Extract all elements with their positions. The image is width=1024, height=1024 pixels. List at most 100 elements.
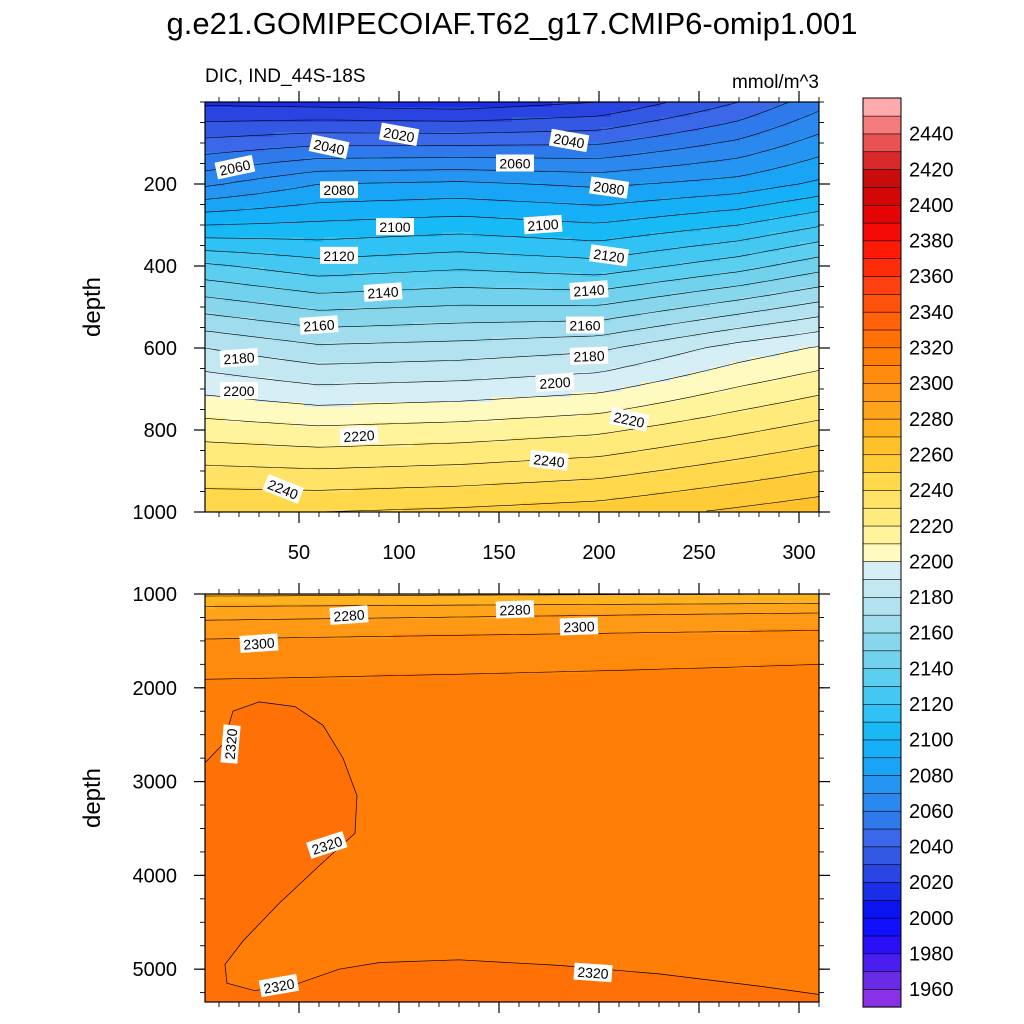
upper-field-cell bbox=[403, 257, 414, 263]
upper-field-cell bbox=[789, 207, 800, 213]
upper-field-cell bbox=[442, 382, 454, 388]
upper-field-cell bbox=[650, 132, 662, 138]
upper-field-cell bbox=[759, 102, 771, 108]
upper-field-cell bbox=[739, 342, 751, 348]
upper-field-cell bbox=[393, 267, 404, 273]
upper-field-cell bbox=[353, 222, 365, 228]
upper-field-cell bbox=[561, 207, 573, 213]
upper-field-cell bbox=[214, 252, 226, 258]
upper-field-cell bbox=[432, 362, 444, 368]
upper-field-cell bbox=[373, 362, 384, 368]
upper-field-cell bbox=[422, 112, 434, 118]
upper-field-cell bbox=[492, 477, 503, 483]
upper-field-cell bbox=[789, 167, 800, 173]
upper-field-cell bbox=[531, 162, 543, 168]
upper-field-cell bbox=[432, 342, 444, 348]
upper-field-cell bbox=[799, 407, 810, 413]
upper-field-cell bbox=[254, 487, 266, 493]
upper-field-cell bbox=[472, 267, 483, 273]
upper-field-cell bbox=[244, 272, 256, 278]
upper-field-cell bbox=[294, 272, 305, 278]
upper-field-cell bbox=[313, 107, 325, 113]
upper-field-cell bbox=[304, 372, 315, 378]
upper-field-cell bbox=[561, 442, 573, 448]
upper-field-cell bbox=[224, 212, 236, 218]
upper-field-cell bbox=[541, 497, 553, 503]
upper-field-cell bbox=[512, 407, 523, 413]
upper-field-cell bbox=[512, 302, 523, 308]
upper-field-cell bbox=[224, 207, 236, 213]
upper-field-cell bbox=[432, 377, 444, 383]
upper-field-cell bbox=[611, 172, 622, 178]
upper-field-cell bbox=[373, 172, 384, 178]
upper-field-cell bbox=[353, 132, 365, 138]
upper-field-cell bbox=[680, 422, 691, 428]
upper-field-cell bbox=[601, 212, 612, 218]
upper-field-cell bbox=[591, 142, 602, 148]
upper-field-cell bbox=[581, 397, 592, 403]
upper-field-cell bbox=[799, 117, 810, 123]
upper-field-cell bbox=[620, 142, 632, 148]
upper-field-cell bbox=[313, 342, 325, 348]
upper-field-cell bbox=[205, 187, 216, 193]
upper-field-cell bbox=[521, 287, 533, 293]
upper-field-cell bbox=[541, 152, 553, 158]
upper-field-cell bbox=[224, 477, 236, 483]
upper-field-cell bbox=[353, 507, 365, 512]
upper-field-cell bbox=[274, 312, 285, 318]
upper-field-cell bbox=[729, 417, 741, 423]
upper-field-cell bbox=[531, 302, 543, 308]
upper-field-cell bbox=[353, 477, 365, 483]
upper-field-cell bbox=[502, 472, 513, 478]
upper-field-cell bbox=[640, 452, 652, 458]
upper-field-cell bbox=[254, 292, 266, 298]
upper-field-cell bbox=[234, 507, 246, 512]
upper-field-cell bbox=[244, 342, 256, 348]
upper-field-cell bbox=[700, 472, 711, 478]
upper-field-cell bbox=[531, 427, 543, 433]
upper-field-cell bbox=[274, 357, 285, 363]
upper-field-cell bbox=[729, 317, 741, 323]
upper-field-cell bbox=[670, 222, 681, 228]
upper-field-cell bbox=[472, 467, 483, 473]
upper-field-cell bbox=[304, 452, 315, 458]
upper-field-cell bbox=[363, 357, 374, 363]
upper-field-cell bbox=[719, 122, 731, 128]
upper-field-cell bbox=[294, 232, 305, 238]
upper-field-cell bbox=[769, 317, 780, 323]
upper-field-cell bbox=[214, 112, 226, 118]
upper-field-cell bbox=[650, 122, 662, 128]
upper-field-cell bbox=[799, 417, 810, 423]
upper-field-cell bbox=[581, 362, 592, 368]
upper-field-cell bbox=[412, 217, 424, 223]
upper-field-cell bbox=[779, 457, 790, 463]
upper-field-cell bbox=[482, 162, 493, 168]
panel-right-label: mmol/m^3 bbox=[732, 72, 819, 93]
upper-field-cell bbox=[343, 237, 355, 243]
upper-field-cell bbox=[254, 322, 266, 328]
upper-field-cell bbox=[363, 167, 374, 173]
upper-field-cell bbox=[680, 487, 691, 493]
upper-field-cell bbox=[640, 467, 652, 473]
upper-field-cell bbox=[442, 227, 454, 233]
upper-field-cell bbox=[264, 267, 275, 273]
upper-field-cell bbox=[650, 417, 662, 423]
upper-field-cell bbox=[739, 492, 751, 498]
upper-field-cell bbox=[393, 477, 404, 483]
upper-field-cell bbox=[254, 377, 266, 383]
upper-field-cell bbox=[620, 157, 632, 163]
upper-field-cell bbox=[611, 397, 622, 403]
upper-field-cell bbox=[521, 187, 533, 193]
upper-field-cell bbox=[789, 342, 800, 348]
upper-field-cell bbox=[274, 172, 285, 178]
upper-field-cell bbox=[779, 317, 790, 323]
upper-field-cell bbox=[710, 232, 721, 238]
upper-field-cell bbox=[373, 402, 384, 408]
upper-field-cell bbox=[234, 312, 246, 318]
upper-field-cell bbox=[640, 182, 652, 188]
upper-field-cell bbox=[264, 407, 275, 413]
upper-field-cell bbox=[789, 412, 800, 418]
upper-field-cell bbox=[680, 337, 691, 343]
upper-field-cell bbox=[343, 212, 355, 218]
upper-field-cell bbox=[640, 387, 652, 393]
